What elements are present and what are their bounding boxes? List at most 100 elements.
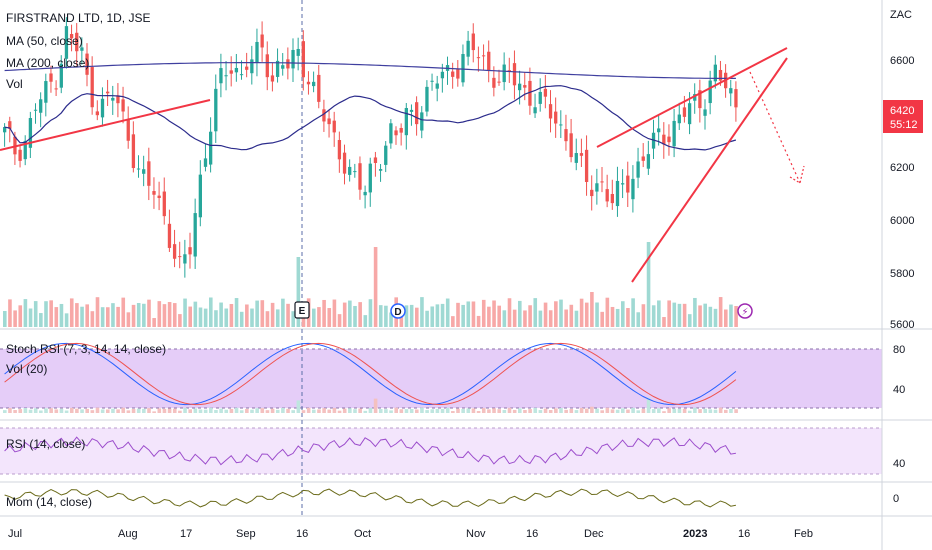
- volume-bar: [39, 313, 43, 327]
- volume-bar: [368, 299, 373, 327]
- time-axis[interactable]: Jul Aug 17 Sep 16 Oct Nov 16 Dec 2023 16…: [8, 528, 813, 540]
- split-marker[interactable]: ⚡: [737, 303, 753, 319]
- vol20-bar: [239, 410, 244, 413]
- volume-bar: [85, 304, 89, 327]
- stoch-d-line[interactable]: [4, 342, 737, 406]
- mom-legend[interactable]: Mom (14, close): [6, 495, 93, 509]
- candle: [312, 71, 316, 93]
- volume-bar: [471, 301, 476, 327]
- vol20-bar: [147, 408, 151, 413]
- mom-line[interactable]: [4, 488, 736, 508]
- vol20-bar: [430, 409, 435, 413]
- candle: [404, 102, 408, 150]
- volume-bar: [724, 309, 728, 327]
- vol20-bar: [270, 408, 275, 413]
- vol20-legend[interactable]: Vol (20): [6, 362, 48, 376]
- vol20-bar: [106, 409, 110, 413]
- vol20-bar: [409, 409, 414, 413]
- candle: [275, 48, 280, 83]
- rsi-legend[interactable]: RSI (14, close): [6, 437, 86, 451]
- candle: [198, 160, 202, 227]
- vol-legend[interactable]: Vol: [6, 77, 23, 91]
- vol20-bar: [693, 407, 697, 413]
- volume-bar: [445, 298, 450, 327]
- volume-bar: [451, 316, 455, 327]
- vol20-bar: [39, 410, 43, 413]
- vol20-bar: [131, 409, 136, 413]
- price-tag[interactable]: [883, 100, 923, 133]
- candle: [75, 23, 79, 66]
- vol20-bar: [626, 409, 630, 413]
- vol20-bar: [466, 408, 471, 413]
- vol20-bar: [188, 409, 192, 413]
- vol20-bar: [301, 410, 306, 413]
- ma200-legend[interactable]: MA (200, close): [6, 56, 90, 70]
- volume-bar: [13, 310, 17, 327]
- vol20-bar: [646, 397, 651, 413]
- candle: [301, 30, 305, 91]
- trendlines[interactable]: [0, 47, 805, 283]
- volume-bar: [23, 299, 28, 327]
- dividend-marker[interactable]: D: [390, 303, 406, 319]
- stoch-legend[interactable]: Stoch RSI (7, 3, 14, 14, close): [6, 342, 167, 356]
- vol20-bar: [615, 409, 620, 413]
- volume-bar: [265, 311, 270, 327]
- candle: [451, 62, 455, 89]
- ma50-line[interactable]: [4, 85, 737, 151]
- ma200-line[interactable]: [4, 61, 736, 80]
- vol20-bar: [451, 411, 455, 413]
- volume-bar: [121, 297, 126, 327]
- candle: [698, 79, 702, 123]
- vol20-bar: [631, 407, 635, 413]
- volume-bar: [378, 305, 383, 327]
- candle: [234, 53, 239, 82]
- stoch-k-line[interactable]: [4, 342, 737, 406]
- currency-label: ZAC: [890, 9, 912, 21]
- vol20-bar: [111, 408, 115, 413]
- candle: [626, 161, 630, 208]
- vol20-bar: [512, 409, 517, 413]
- rsi-line[interactable]: [4, 436, 736, 466]
- vol20-bar: [281, 407, 285, 413]
- vol20-bar: [703, 408, 707, 413]
- volume-bar: [615, 308, 620, 327]
- volume-bar: [157, 301, 162, 327]
- moving-averages: [4, 61, 737, 151]
- candle: [23, 135, 27, 166]
- vol20-bar: [18, 409, 23, 413]
- price-axis[interactable]: ZAC 6600 6200 6000 5800 5600 6420 55:12 …: [883, 9, 923, 505]
- candle: [265, 41, 269, 91]
- candle: [281, 53, 285, 76]
- volume-bar: [353, 305, 357, 327]
- candle: [394, 126, 398, 145]
- candle: [528, 67, 532, 115]
- vol20-bar: [729, 408, 733, 413]
- price-tick: 6600: [890, 55, 914, 67]
- candle: [461, 44, 465, 87]
- vol20-bar: [471, 408, 476, 413]
- vol20-bar: [420, 407, 424, 413]
- candle: [636, 147, 640, 189]
- symbol-title[interactable]: FIRSTRAND LTD, 1D, JSE: [6, 11, 151, 25]
- vol20-bar: [332, 408, 337, 413]
- ma50-legend[interactable]: MA (50, close): [6, 34, 83, 48]
- volume-bar: [492, 300, 496, 327]
- vol20-bar: [657, 408, 661, 413]
- time-tick: Aug: [118, 528, 138, 540]
- support-trendline[interactable]: [0, 99, 211, 151]
- volume-bar: [543, 302, 548, 327]
- vol20-bar: [373, 398, 378, 413]
- vol20-bar: [286, 408, 290, 413]
- vol20-bar: [296, 400, 301, 413]
- volume-bar: [440, 303, 445, 327]
- earnings-marker[interactable]: E: [294, 301, 310, 319]
- volume-bar: [239, 311, 244, 327]
- projection-arrow[interactable]: [749, 71, 801, 184]
- volume-bar: [420, 297, 424, 327]
- candle: [564, 114, 568, 151]
- candle: [126, 106, 130, 149]
- wedge-upper-line[interactable]: [596, 47, 788, 148]
- vol20-bar: [265, 410, 270, 413]
- volume-bar: [533, 298, 538, 327]
